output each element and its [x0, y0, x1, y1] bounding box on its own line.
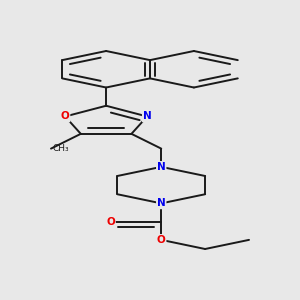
Text: CH₃: CH₃: [52, 144, 69, 153]
Text: O: O: [106, 217, 115, 226]
Text: O: O: [61, 112, 70, 122]
Text: N: N: [157, 162, 166, 172]
Text: N: N: [143, 112, 152, 122]
Text: O: O: [157, 235, 166, 245]
Text: N: N: [157, 198, 166, 208]
